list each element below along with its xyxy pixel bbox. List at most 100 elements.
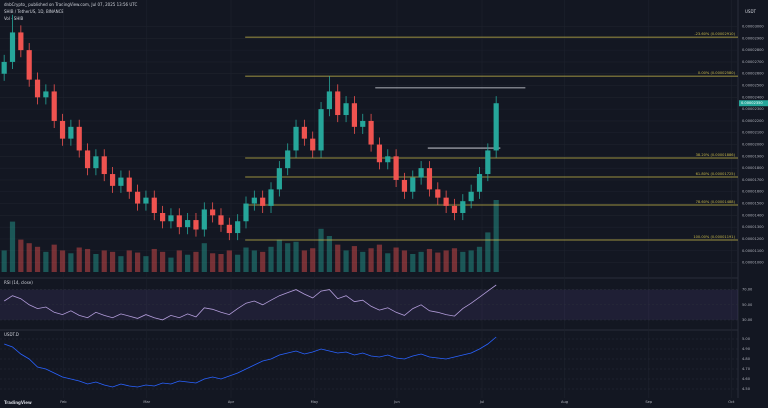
volume-bar: [301, 250, 307, 272]
y-tick-label: 50.00: [742, 303, 753, 307]
x-tick-label: Mar: [143, 400, 150, 404]
volume-bar: [426, 248, 433, 272]
candle-body: [193, 220, 199, 230]
volume-bar: [368, 248, 374, 272]
volume-bar: [218, 254, 224, 272]
y-tick-label: 0.00002700: [742, 60, 764, 64]
volume-bar: [393, 247, 399, 272]
candle-body: [385, 156, 391, 163]
candle-body: [426, 168, 433, 190]
volume-bar: [443, 250, 449, 272]
candle-body: [134, 191, 141, 204]
y-tick-label: 4.60: [742, 377, 751, 381]
symbol: SHIB / TetherUS, 1D, BINANCE: [4, 9, 64, 14]
volume-bar: [93, 254, 99, 272]
y-tick-label: 5.00: [742, 337, 751, 341]
volume-bar: [435, 252, 441, 272]
volume-bar: [360, 251, 366, 272]
brand: TradingView: [4, 400, 32, 405]
candle-body: [185, 220, 191, 228]
indicator-line: [4, 336, 497, 388]
candle-body: [160, 212, 166, 222]
volume-bar: [493, 200, 499, 272]
candle-body: [51, 91, 57, 121]
volume-bar: [268, 246, 274, 272]
volume-bar: [326, 236, 332, 272]
candle-body: [343, 103, 349, 116]
volume-bar: [210, 253, 216, 272]
volume-bar: [9, 221, 16, 272]
x-tick-label: Sep: [645, 400, 652, 404]
volume-bar: [51, 244, 57, 272]
y-tick-label: 0.00003000: [742, 25, 764, 29]
candle-body: [26, 50, 32, 80]
candle-body: [68, 126, 74, 139]
volume-bar: [385, 253, 391, 272]
volume-bar: [226, 250, 232, 272]
candle-body: [376, 144, 383, 163]
candle-body: [101, 156, 107, 175]
candle-body: [84, 150, 91, 169]
candle-body: [235, 221, 241, 234]
candle-body: [301, 126, 307, 139]
candle-body: [243, 203, 249, 222]
volume-bar: [460, 251, 466, 272]
volume-bar: [1, 250, 7, 272]
currency: USDT: [745, 9, 757, 14]
volume-bar: [43, 251, 49, 272]
candle-body: [318, 109, 324, 151]
volume-bar: [243, 247, 249, 272]
volume-bar: [176, 250, 182, 272]
fib-label: 38.20% (0.00001886): [696, 153, 736, 157]
candle-body: [260, 197, 266, 206]
volume-bar: [109, 251, 116, 272]
candle-body: [410, 177, 416, 192]
y-tick-label: 4.90: [742, 347, 751, 351]
candle-body: [351, 103, 358, 127]
volume-bar: [418, 251, 424, 272]
fib-label: 0.00% (0.00002580): [698, 71, 736, 75]
y-tick-label: 0.00001500: [742, 202, 764, 206]
volume-bar: [401, 250, 408, 272]
volume-bar: [143, 256, 149, 272]
y-tick-label: 0.00002500: [742, 84, 764, 88]
volume-bar: [485, 232, 491, 272]
y-tick-label: 0.00002100: [742, 131, 764, 135]
fib-label: 78.60% (0.00001488): [696, 200, 736, 204]
volume-bar: [310, 248, 316, 272]
candle-body: [76, 126, 82, 151]
volume-bar: [84, 248, 91, 272]
candle-body: [285, 150, 291, 169]
volume-bar: [18, 239, 24, 272]
candle-body: [118, 177, 124, 186]
y-tick-label: 0.00001000: [742, 261, 764, 265]
candle-body: [393, 156, 399, 180]
volume-bar: [26, 243, 32, 272]
candle-body: [368, 120, 374, 145]
fib-label: 100.00% (0.00001191): [693, 235, 735, 239]
candle-body: [168, 215, 174, 222]
volume-bar: [335, 244, 341, 272]
y-tick-label: 4.70: [742, 367, 751, 371]
y-tick-label: 0.00002300: [742, 107, 764, 111]
y-tick-label: 0.00001900: [742, 154, 764, 158]
candle-body: [43, 91, 49, 98]
volume-bar: [101, 250, 107, 272]
y-tick-label: 0.00001200: [742, 237, 764, 241]
candle-body: [493, 103, 499, 151]
candle-body: [443, 197, 449, 206]
volume-bar: [34, 246, 41, 272]
candle-body: [126, 177, 132, 192]
candle-body: [268, 189, 274, 206]
y-tick-label: 0.00001300: [742, 225, 764, 229]
volume-bar: [151, 248, 157, 272]
candle-body: [468, 191, 474, 202]
candle-body: [360, 120, 366, 127]
volume-bar: [193, 251, 199, 272]
indicator-title: USDT.D: [4, 332, 19, 337]
volume-bar: [376, 244, 383, 272]
candle-body: [401, 179, 408, 192]
candle-body: [34, 79, 41, 98]
volume-title: Vol · SHIB: [4, 16, 24, 21]
price-tag-label: 0.00002350: [741, 101, 763, 105]
